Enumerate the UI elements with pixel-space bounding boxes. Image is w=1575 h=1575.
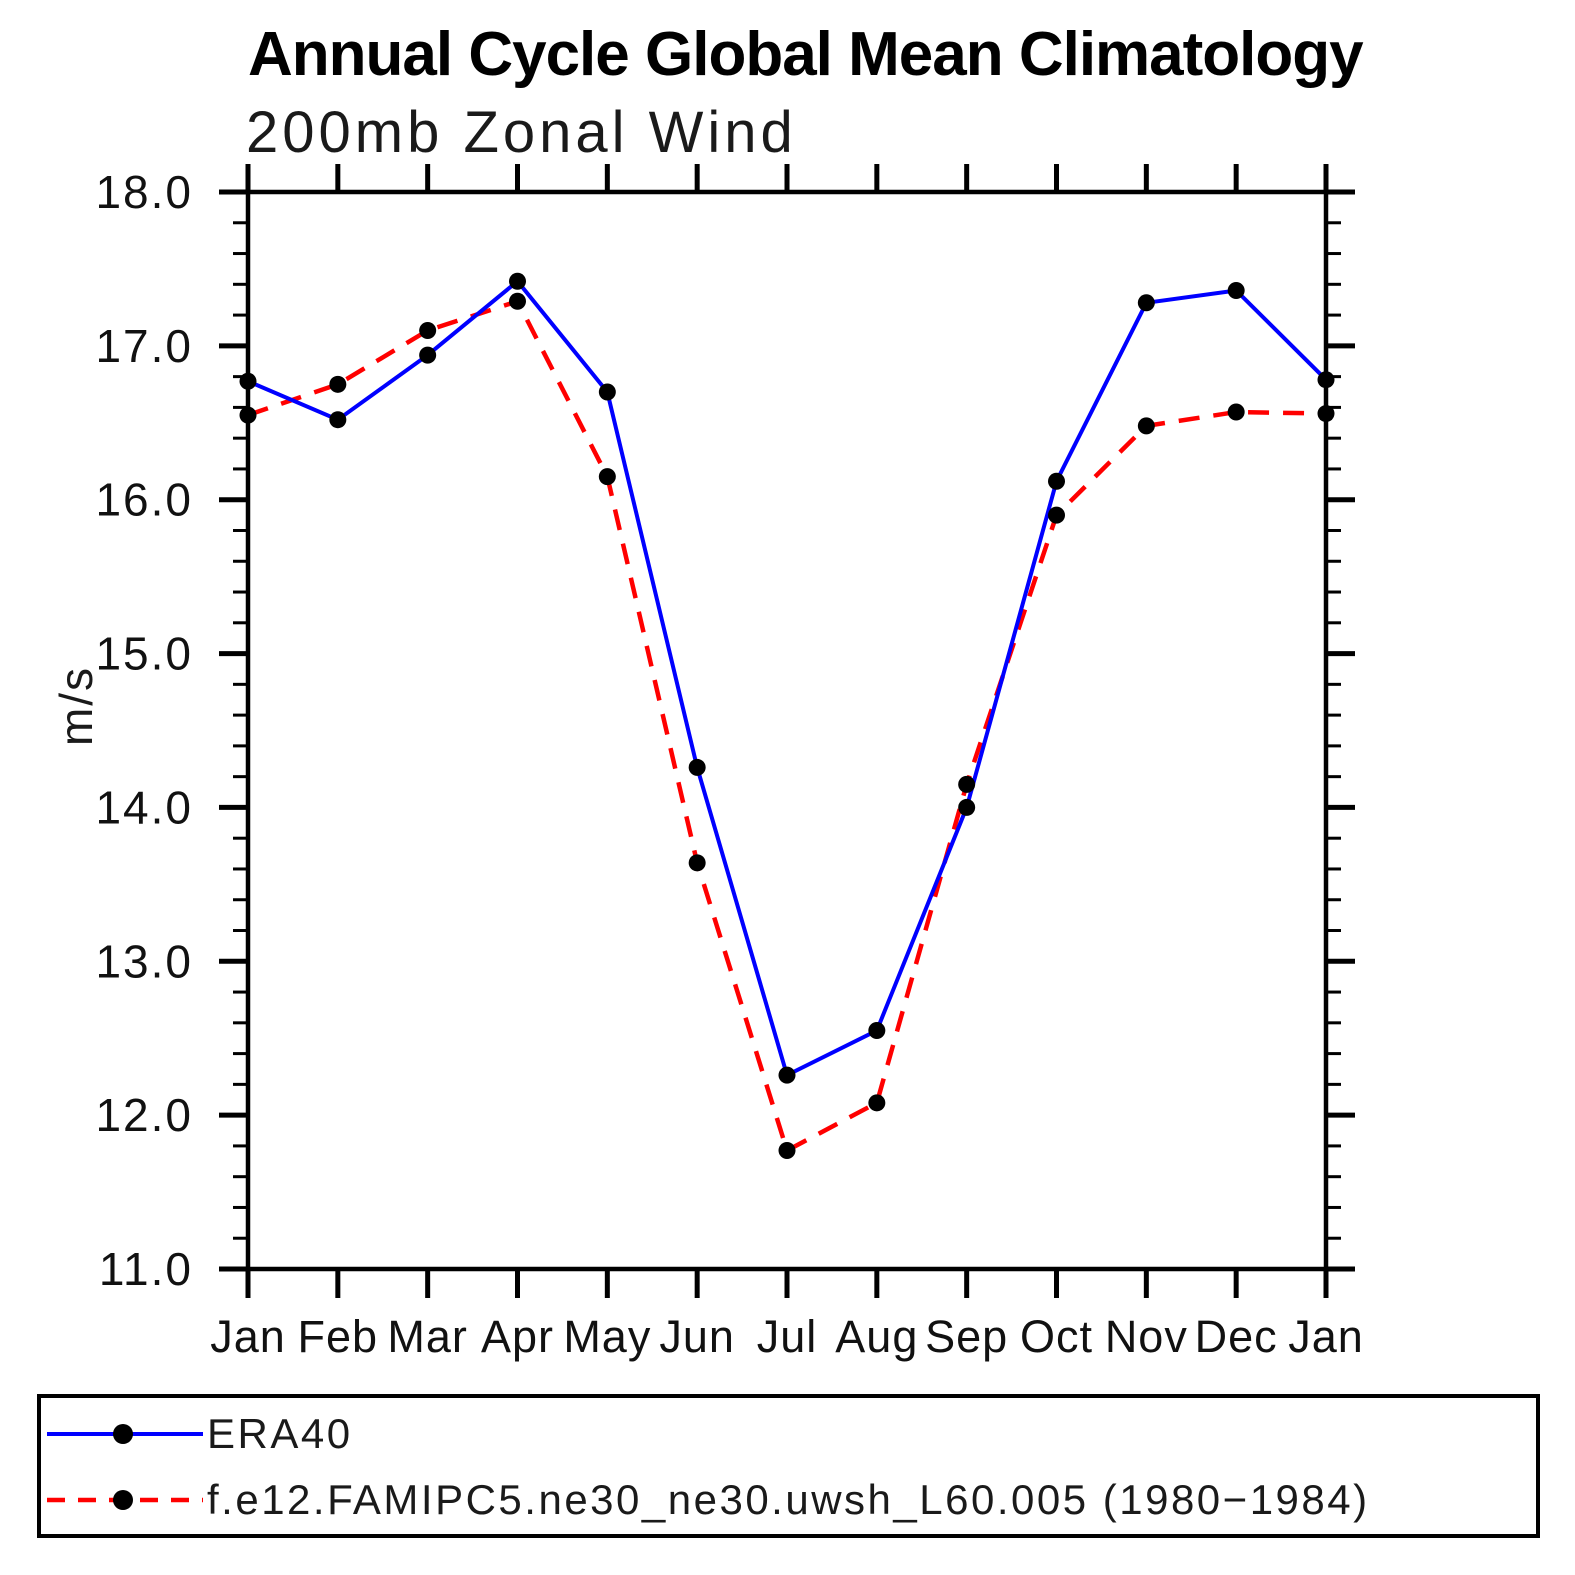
x-tick-label: Jan <box>1288 1311 1364 1362</box>
x-tick-label: Feb <box>298 1311 379 1362</box>
data-point-marker <box>598 383 616 401</box>
data-point-marker <box>778 1066 796 1084</box>
data-point-marker <box>868 1094 886 1112</box>
legend-item-era40: ERA40 <box>47 1410 353 1458</box>
x-tick-label: Jun <box>659 1311 735 1362</box>
model-line-swatch <box>47 1490 203 1510</box>
data-point-marker <box>239 406 257 424</box>
legend: ERA40 f.e12.FAMIPC5.ne30_ne30.uwsh_L60.0… <box>37 1394 1540 1538</box>
x-tick-label: Sep <box>925 1311 1008 1362</box>
era40-line-swatch <box>47 1424 203 1444</box>
data-point-marker <box>868 1022 886 1040</box>
x-tick-label: Apr <box>481 1311 554 1362</box>
data-point-marker <box>329 375 347 393</box>
data-point-marker <box>509 272 526 290</box>
data-point-marker <box>958 798 976 816</box>
y-tick-label: 11.0 <box>99 1243 193 1295</box>
data-point-marker <box>688 854 706 872</box>
data-point-marker <box>1227 281 1245 299</box>
data-point-marker <box>509 292 526 310</box>
legend-label-era40: ERA40 <box>207 1410 353 1457</box>
model-line <box>247 298 1327 1154</box>
x-tick-label: Jan <box>210 1311 286 1362</box>
x-tick-label: Dec <box>1195 1311 1278 1362</box>
data-point-marker <box>598 468 616 486</box>
data-point-marker <box>1137 294 1155 312</box>
data-point-marker <box>778 1142 796 1160</box>
y-tick-label: 12.0 <box>95 1089 193 1141</box>
data-point-marker <box>239 372 257 390</box>
y-tick-label: 15.0 <box>95 628 193 680</box>
plot-border <box>245 189 1329 1272</box>
data-point-marker <box>1317 405 1335 423</box>
x-tick-label: Oct <box>1020 1311 1093 1362</box>
chart-subtitle: 200mb Zonal Wind <box>246 100 797 165</box>
x-tick-label: Nov <box>1105 1311 1188 1362</box>
x-tick-label: Aug <box>835 1311 918 1362</box>
data-point-marker <box>1048 506 1065 524</box>
era40-line <box>247 278 1328 1078</box>
chart-title: Annual Cycle Global Mean Climatology <box>248 20 1364 89</box>
y-tick-label: 17.0 <box>95 320 193 372</box>
data-point-marker <box>329 411 347 429</box>
legend-label-model: f.e12.FAMIPC5.ne30_ne30.uwsh_L60.005 (19… <box>207 1476 1370 1523</box>
legend-marker-dot <box>113 1490 133 1510</box>
data-point-marker <box>419 321 437 339</box>
data-point-marker <box>1048 472 1065 490</box>
y-tick-label: 18.0 <box>95 166 193 218</box>
legend-item-model: f.e12.FAMIPC5.ne30_ne30.uwsh_L60.005 (19… <box>47 1476 1370 1524</box>
data-point-marker <box>1227 403 1245 421</box>
x-tick-label: May <box>563 1311 651 1362</box>
data-point-marker <box>1137 417 1155 435</box>
y-tick-label: 14.0 <box>95 781 193 833</box>
y-tick-label: 16.0 <box>95 474 193 526</box>
x-tick-label: Mar <box>387 1311 468 1362</box>
data-point-marker <box>958 775 976 793</box>
data-point-marker <box>419 346 437 364</box>
data-point-marker <box>1317 371 1335 389</box>
legend-marker-dot <box>113 1424 133 1444</box>
data-point-marker <box>688 758 706 776</box>
y-tick-label: 13.0 <box>95 935 193 987</box>
x-tick-label: Jul <box>757 1311 818 1362</box>
